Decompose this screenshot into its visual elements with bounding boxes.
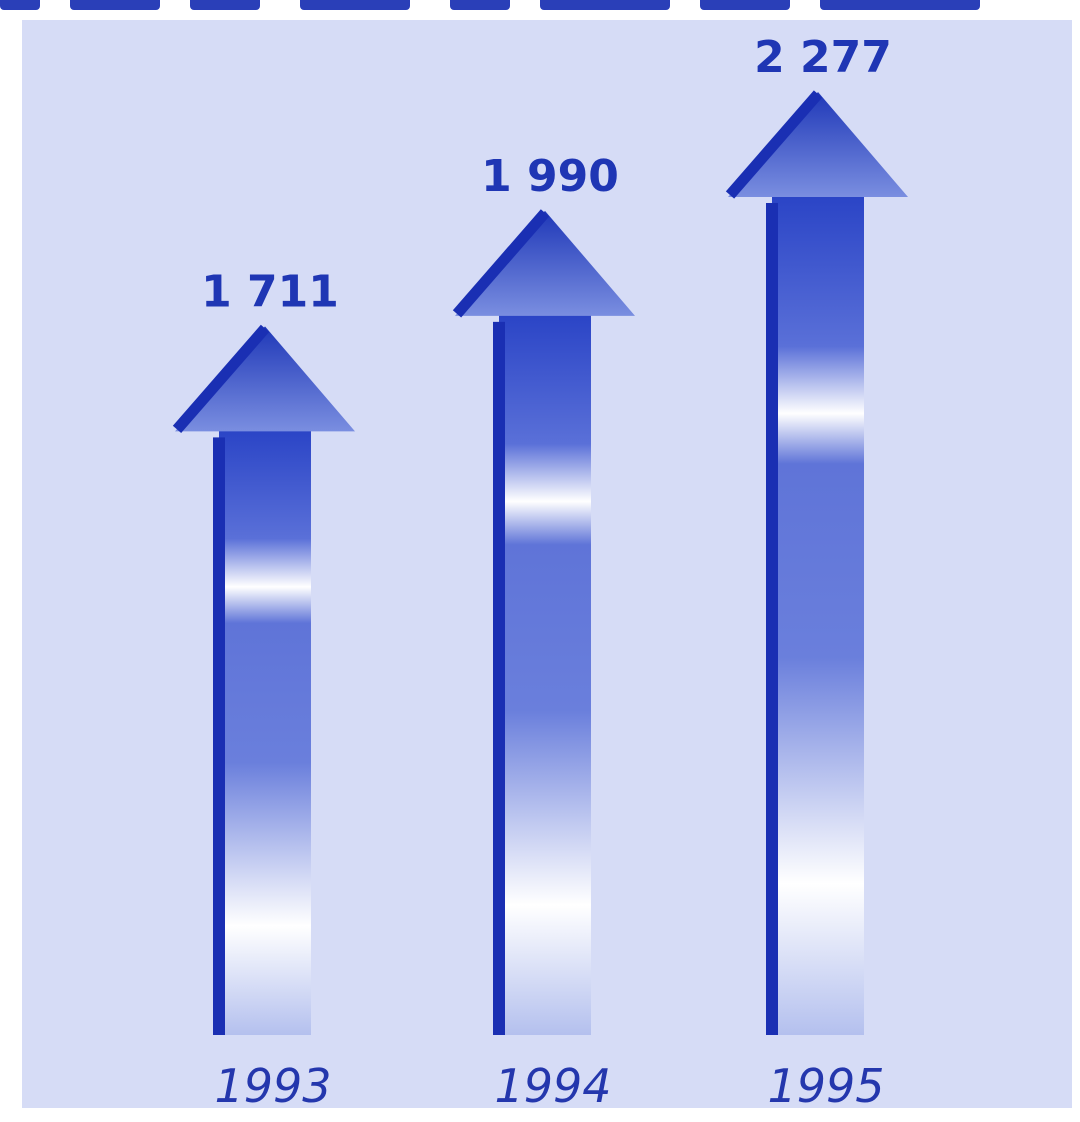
arrow-bar-1994: 1 990 1994: [452, 151, 635, 1113]
arrow-head: [175, 326, 355, 432]
x-tick-label: 1994: [494, 1059, 611, 1113]
arrow-bar-1995: 2 277 1995: [725, 32, 908, 1113]
x-tick-label: 1993: [214, 1059, 331, 1113]
arrow-shaft-edge: [213, 437, 225, 1035]
arrow-shaft: [499, 313, 591, 1035]
x-tick-label: 1995: [767, 1059, 884, 1113]
arrow-head-edge: [452, 209, 550, 318]
arrow-head-edge: [172, 324, 270, 434]
arrow-head: [455, 210, 635, 316]
cropped-title-strip: [0, 0, 1080, 20]
arrow-bar-1993: 1 711 1993: [172, 266, 355, 1113]
data-label: 2 277: [754, 32, 892, 83]
cropped-title-fragment: [450, 0, 510, 10]
cropped-title-fragment: [70, 0, 160, 10]
data-label: 1 990: [481, 151, 619, 202]
arrow-shaft-edge: [493, 321, 505, 1035]
arrow-head-edge: [725, 90, 823, 199]
data-label: 1 711: [201, 266, 339, 317]
arrow-head: [728, 92, 908, 197]
cropped-title-fragment: [820, 0, 980, 10]
cropped-title-fragment: [540, 0, 670, 10]
cropped-title-fragment: [300, 0, 410, 10]
cropped-title-fragment: [0, 0, 40, 10]
cropped-title-fragment: [700, 0, 790, 10]
arrow-shaft: [772, 195, 864, 1035]
cropped-title-fragment: [190, 0, 260, 10]
arrow-shaft: [219, 429, 311, 1035]
arrow-shaft-edge: [766, 203, 778, 1035]
